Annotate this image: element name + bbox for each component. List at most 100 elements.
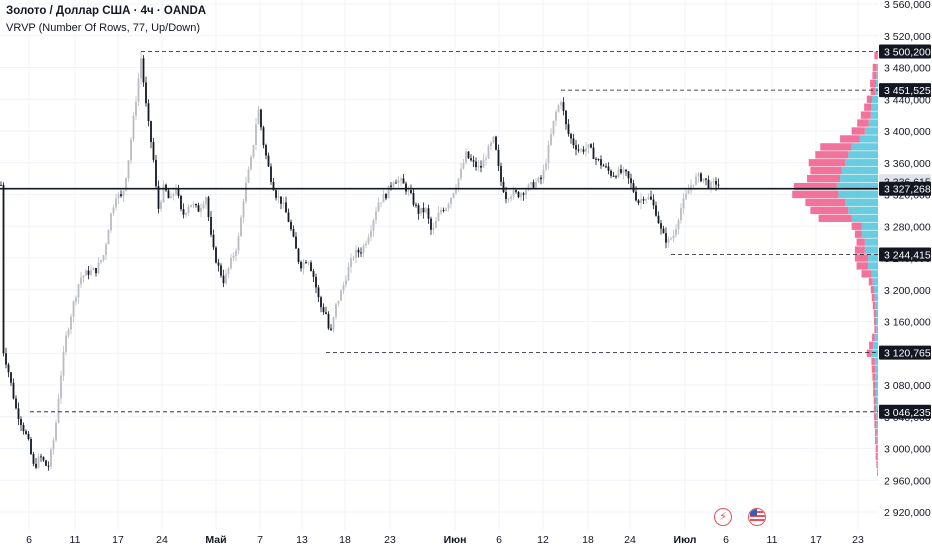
candle-body: [132, 115, 135, 140]
candle-body: [322, 307, 325, 313]
volume-profile-up-bar: [871, 103, 878, 111]
candle-body: [520, 193, 522, 198]
candle-body: [135, 101, 137, 116]
time-tick-label: 23: [384, 534, 396, 546]
candle-body: [277, 196, 280, 198]
candle-body: [542, 169, 545, 180]
candle-body: [212, 234, 215, 248]
candle-body: [55, 422, 57, 441]
candle-body: [297, 248, 300, 263]
candle-body: [437, 212, 440, 221]
candle-body: [502, 181, 505, 193]
candle-body: [257, 109, 260, 125]
time-tick-label: 6: [496, 534, 502, 546]
candle-body: [325, 312, 327, 314]
candle-body: [505, 192, 507, 199]
volume-profile-up-bar: [876, 71, 878, 80]
volume-profile-down-bar: [876, 460, 878, 469]
candle-body: [390, 185, 392, 187]
candle-body: [130, 139, 132, 161]
candle-body: [595, 158, 597, 160]
time-tick-label: 17: [112, 534, 124, 546]
volume-profile-up-bar: [848, 151, 878, 159]
candle-body: [35, 463, 37, 468]
volume-profile-up-bar: [874, 294, 878, 302]
price-badge: [879, 404, 931, 419]
volume-profile-down-bar: [854, 254, 869, 262]
candle-body: [70, 316, 72, 330]
volume-profile-down-bar: [861, 270, 872, 278]
candle-body: [47, 465, 50, 467]
candle-body: [312, 270, 315, 277]
volume-profile-up-bar: [836, 182, 878, 191]
symbol-title[interactable]: Золото / Доллар США · 4ч · OANDA: [6, 5, 207, 17]
candle-body: [592, 147, 595, 159]
candle-body: [435, 220, 437, 228]
volume-profile-down-bar: [874, 325, 877, 334]
candle-body: [655, 205, 657, 216]
candle-body: [397, 180, 400, 183]
candle-body: [420, 207, 422, 214]
candle-body: [612, 175, 615, 177]
volume-profile-up-bar: [876, 428, 878, 437]
candle-body: [290, 221, 292, 230]
time-tick-label: 7: [257, 534, 263, 546]
volume-profile-up-bar: [864, 238, 878, 246]
candle-body: [385, 194, 387, 199]
candle-body: [610, 170, 612, 176]
candle-body: [427, 208, 430, 219]
price-badge: [879, 83, 931, 98]
candle-body: [557, 105, 560, 112]
candle-body: [555, 111, 557, 121]
volume-profile-down-bar: [871, 357, 875, 365]
candle-body: [315, 276, 317, 288]
candle-body: [30, 439, 32, 455]
candle-body: [680, 208, 682, 221]
volume-profile-down-bar: [810, 167, 842, 175]
candle-body: [687, 190, 690, 194]
volume-profile-down-bar: [874, 421, 877, 429]
candle-body: [77, 284, 80, 298]
candle-body: [300, 262, 302, 269]
candle-body: [640, 199, 642, 204]
candle-body: [632, 183, 635, 192]
candle-body: [382, 194, 385, 203]
volume-profile-up-bar: [876, 436, 878, 445]
candle-body: [202, 204, 205, 208]
candle-body: [352, 257, 355, 259]
lightning-icon[interactable]: ⚡: [714, 508, 732, 526]
candle-body: [142, 58, 145, 83]
volume-profile-up-bar: [841, 167, 878, 175]
price-axis[interactable]: 3 560,000 3 520,000 3 480,000 3 440,000 3 40…: [879, 0, 931, 519]
volume-profile-up-bar: [877, 460, 878, 469]
volume-profile-down-bar: [820, 143, 852, 151]
price-tick-label: 3 000,000: [884, 444, 931, 456]
candle-body: [82, 275, 85, 278]
candle-body: [195, 203, 197, 206]
candle-body: [617, 169, 620, 178]
volume-profile-up-bar: [838, 190, 878, 199]
volume-profile-up-bar: [875, 301, 878, 310]
candle-body: [717, 184, 720, 186]
volume-profile-up-bar: [870, 111, 878, 119]
price-tick-label: 3 400,000: [884, 126, 931, 138]
chart-grid: [0, 0, 878, 530]
candle-body: [547, 144, 550, 164]
candle-body: [600, 159, 602, 166]
us-flag-icon[interactable]: [748, 508, 766, 526]
candle-body: [282, 202, 285, 204]
indicator-legend[interactable]: VRVP (Number Of Rows, 77, Up/Down): [6, 22, 200, 34]
candle-body: [365, 243, 367, 246]
price-tick-label: 3 200,000: [884, 285, 931, 297]
candle-body: [697, 173, 700, 177]
candle-body: [62, 351, 65, 376]
candle-body: [602, 165, 605, 167]
candle-body: [515, 190, 517, 192]
candle-body: [87, 270, 90, 275]
candle-body: [497, 149, 500, 166]
time-axis[interactable]: 6 11 17 24 Май 7 13 18 23 Июн 6 12 18 24 Июл 6 11 17 23: [26, 534, 864, 546]
time-tick-label: 11: [70, 534, 81, 546]
volume-profile-down-bar: [792, 190, 839, 199]
candle-body: [320, 297, 322, 308]
